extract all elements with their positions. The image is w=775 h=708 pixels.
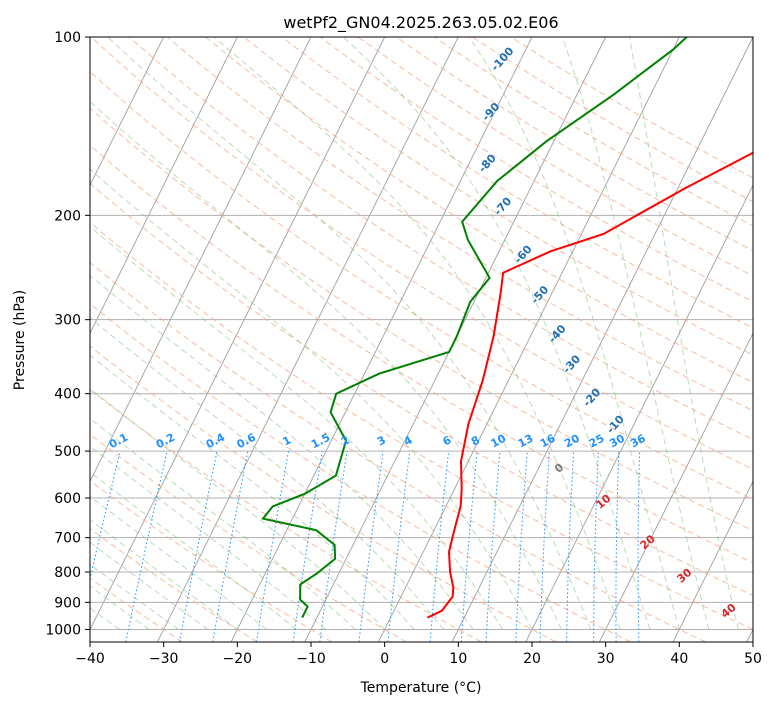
moist-adiabat-line xyxy=(213,37,621,630)
dry-adiabat-line xyxy=(90,262,706,642)
y-tick-label: 800 xyxy=(54,565,81,581)
x-tick-label: 10 xyxy=(449,651,467,667)
isotherm-line xyxy=(451,37,753,642)
isotherm-line xyxy=(90,37,165,187)
moist-adiabat-line xyxy=(90,471,297,630)
y-tick-label: 600 xyxy=(54,491,81,507)
isotherm-line xyxy=(598,332,753,642)
mixing-ratio-label: 16 xyxy=(538,432,558,451)
dry-adiabat-line xyxy=(319,37,753,303)
moist-adiabat-line xyxy=(90,387,386,630)
temperature-line xyxy=(426,151,753,619)
dry-adiabat-line xyxy=(90,345,557,642)
dry-adiabat-line xyxy=(90,389,482,642)
y-tick-label: 300 xyxy=(54,313,81,329)
isobar-grid xyxy=(90,37,753,630)
mixing-ratio-label: 36 xyxy=(628,432,648,451)
mixing-ratio-label: 30 xyxy=(607,432,627,451)
moist-adiabat-line xyxy=(90,519,238,630)
y-axis: 100 200 300 400 500 600 700 800 900 1000 xyxy=(45,30,90,638)
y-tick-label: 700 xyxy=(54,531,81,547)
isotherm-line xyxy=(525,183,753,642)
mixing-ratio-label: 10 xyxy=(489,432,509,451)
mixing-ratio-label: 13 xyxy=(516,432,536,451)
dry-adiabat-line xyxy=(90,37,753,470)
x-tick-label: 0 xyxy=(380,651,389,667)
moist-adiabat-line xyxy=(90,541,209,630)
dry-adiabat-line xyxy=(90,303,632,642)
mixing-ratio-line xyxy=(358,451,384,642)
dry-adiabat-line xyxy=(90,433,407,642)
x-tick-label: 40 xyxy=(670,651,688,667)
sounding-series xyxy=(261,37,753,619)
mixing-ratio-line xyxy=(429,451,450,642)
moist-adiabats xyxy=(90,37,739,630)
moist-adiabat-line xyxy=(629,37,739,630)
dewpoint-line xyxy=(261,37,688,619)
y-tick-label: 500 xyxy=(54,444,81,460)
dry-adiabat-line xyxy=(90,144,753,564)
x-tick-label: 30 xyxy=(597,651,615,667)
x-tick-label: −10 xyxy=(296,651,326,667)
moist-adiabat-line xyxy=(90,445,327,630)
isotherm-line xyxy=(672,480,753,642)
dry-adiabat-line xyxy=(90,107,753,532)
isotherm-line xyxy=(230,37,533,642)
chart-title: wetPf2_GN04.2025.263.05.02.E06 xyxy=(283,13,558,33)
mixing-ratio-line xyxy=(125,450,168,642)
moist-adiabat-line xyxy=(90,585,150,630)
y-tick-label: 1000 xyxy=(45,622,81,638)
x-tick-label: 20 xyxy=(523,651,541,667)
x-tick-label: −20 xyxy=(223,651,253,667)
mixing-ratio-lines xyxy=(90,450,641,642)
y-tick-label: 200 xyxy=(54,208,81,224)
dry-adiabat-line xyxy=(90,480,333,642)
x-tick-label: 50 xyxy=(744,651,762,667)
x-axis-title: Temperature (°C) xyxy=(360,680,482,696)
y-tick-label: 900 xyxy=(54,595,81,611)
x-tick-label: −30 xyxy=(149,651,179,667)
x-axis: −40 −30 −20 −10 0 10 20 30 40 50 xyxy=(75,642,762,667)
mixing-ratio-line xyxy=(90,450,121,581)
dry-adiabat-line xyxy=(205,37,753,384)
plot-area xyxy=(90,37,753,642)
isotherm-line xyxy=(90,37,386,631)
mixing-ratio-line xyxy=(387,451,411,642)
x-tick-label: −40 xyxy=(75,651,105,667)
mixing-ratio-label: 25 xyxy=(587,432,607,451)
dry-adiabat-line xyxy=(90,70,753,501)
moist-adiabat-line xyxy=(342,37,651,630)
moist-adiabat-line xyxy=(90,274,474,630)
isotherm-line xyxy=(90,37,312,483)
plot-frame xyxy=(89,36,754,643)
mixing-ratio-label: 20 xyxy=(562,432,582,451)
mixing-ratio-line xyxy=(319,451,348,642)
moist-adiabat-line xyxy=(468,37,680,630)
dry-adiabat-line xyxy=(243,37,753,356)
y-axis-title: Pressure (hPa) xyxy=(12,290,28,390)
dry-adiabat-line xyxy=(90,221,753,630)
dry-adiabat-line xyxy=(90,182,753,597)
isotherm-line xyxy=(377,37,680,642)
dry-adiabats xyxy=(90,37,753,642)
moist-adiabat-line xyxy=(90,563,179,630)
y-tick-label: 100 xyxy=(54,30,81,46)
isotherm-line xyxy=(90,37,238,335)
moist-adiabat-line xyxy=(90,168,533,630)
moist-adiabat-line xyxy=(107,37,592,630)
mixing-ratio-line xyxy=(460,451,478,642)
isotherm-line xyxy=(156,37,459,642)
y-tick-label: 400 xyxy=(54,387,81,403)
mixing-ratio-line xyxy=(292,451,323,642)
moist-adiabat-line xyxy=(561,37,710,630)
moist-adiabat-line xyxy=(90,317,444,630)
moist-adiabat-line xyxy=(90,225,503,630)
moist-adiabat-line xyxy=(90,417,356,630)
moist-adiabat-line xyxy=(90,100,562,630)
dry-adiabat-line xyxy=(90,577,183,642)
